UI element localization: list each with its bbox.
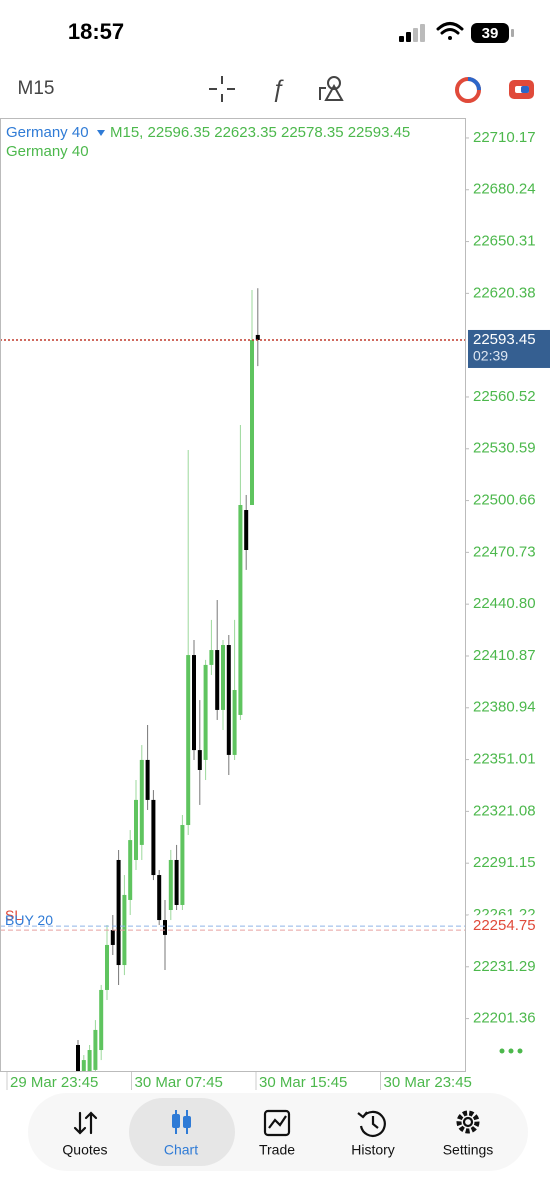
timeframe[interactable]: M15: [18, 78, 55, 99]
candle-body: [186, 655, 191, 826]
candle-body: [255, 334, 260, 340]
candle-body: [151, 799, 156, 876]
candle-body: [139, 759, 144, 845]
price-label: 22680.24: [473, 181, 536, 198]
tab-label[interactable]: Trade: [259, 1142, 295, 1158]
price-label: 22201.36: [473, 1010, 536, 1027]
price-label: 22231.29: [473, 958, 536, 975]
tab-bar: [28, 1093, 528, 1171]
candle-body: [128, 840, 133, 900]
candle-body: [197, 750, 202, 770]
candle-body: [93, 1029, 98, 1070]
candle-body: [116, 859, 121, 966]
candle-body: [76, 1045, 80, 1071]
order-price: 22254.75: [473, 917, 536, 934]
candle-body: [203, 664, 208, 760]
account-icon[interactable]: [455, 77, 481, 103]
candle-body: [238, 505, 243, 715]
candle-body: [226, 645, 231, 755]
tab-label[interactable]: Settings: [443, 1142, 494, 1158]
settings-icon[interactable]: [456, 1110, 480, 1134]
tab-labels: Quotes Chart Trade History Settings: [62, 1142, 493, 1158]
candle-body: [105, 944, 109, 990]
objects-icon[interactable]: [319, 76, 344, 101]
price-label: 22500.66: [473, 492, 536, 509]
time-label: 30 Mar 07:45: [135, 1074, 223, 1091]
quotes-icon[interactable]: [73, 1111, 98, 1135]
candle-body: [81, 1060, 86, 1071]
price-label: 22380.94: [473, 699, 536, 716]
candle-body: [209, 650, 214, 665]
price-label: 22560.52: [473, 388, 536, 405]
symbol-dropdown[interactable]: [97, 130, 105, 136]
sl-label: SL: [5, 907, 22, 923]
price-label: 22710.17: [473, 129, 536, 146]
candle-body: [145, 759, 150, 800]
indicator-label: Germany 40: [6, 143, 89, 160]
clock: 18:57: [68, 19, 124, 44]
trade-tab-icon[interactable]: [263, 1109, 291, 1137]
time-axis: 29 Mar 23:45 30 Mar 07:45 30 Mar 15:45 30 M…: [6, 1072, 472, 1091]
candle-body: [134, 799, 138, 860]
tab-label[interactable]: History: [351, 1142, 395, 1158]
order-price-box: [468, 915, 550, 938]
price-label: 22470.73: [473, 543, 536, 560]
symbol[interactable]: Germany 40: [6, 124, 89, 141]
price-label: 22351.01: [473, 751, 536, 768]
wifi-icon: [436, 22, 464, 40]
price-label: 22321.08: [473, 802, 536, 819]
countdown: 02:39: [473, 348, 508, 364]
candle-body: [232, 690, 237, 755]
current-price-box: [468, 329, 550, 368]
battery-level: 39: [482, 25, 499, 42]
time-label: 30 Mar 23:45: [384, 1074, 472, 1091]
time-label: 30 Mar 15:45: [259, 1074, 347, 1091]
order-label: BUY 20: [5, 912, 53, 928]
active-tab-bg: [129, 1098, 235, 1166]
price-label: 22650.31: [473, 233, 536, 250]
more-icon[interactable]: [499, 1048, 523, 1054]
plot-frame: [0, 118, 466, 1072]
price-axis: 22710.17 22680.24 22650.31 22620.38 22560.52…: [466, 129, 536, 1027]
candle-body: [250, 340, 254, 505]
candle-body: [110, 930, 115, 945]
candle-body: [87, 1050, 92, 1071]
candle-body: [180, 825, 185, 905]
candle-body: [163, 920, 167, 935]
candle-body: [174, 859, 179, 905]
candle-body: [168, 859, 173, 910]
signal-icon: [399, 24, 425, 42]
crosshair-icon[interactable]: [209, 76, 235, 102]
ohlc-info: M15, 22596.35 22623.35 22578.35 22593.45: [110, 124, 410, 141]
candle-body: [244, 510, 249, 550]
battery-tip: [511, 29, 514, 37]
tab-label[interactable]: Chart: [164, 1142, 198, 1158]
price-label: 22440.80: [473, 595, 536, 612]
time-label: 29 Mar 23:45: [10, 1074, 98, 1091]
candle-body: [192, 655, 196, 751]
battery-icon: [471, 23, 509, 43]
indicators-icon[interactable]: ƒ: [271, 75, 284, 102]
chart-icon[interactable]: [172, 1110, 191, 1134]
price-label: 22410.87: [473, 647, 536, 664]
price-label: 22291.15: [473, 854, 536, 871]
history-icon[interactable]: [357, 1110, 386, 1137]
candle-body: [221, 645, 225, 710]
price-label: 22620.38: [473, 284, 536, 301]
trade-icon[interactable]: [509, 80, 534, 99]
plot-area: [1, 288, 465, 1071]
tab-label[interactable]: Quotes: [62, 1142, 107, 1158]
price-label: 22530.59: [473, 440, 536, 457]
candle-body: [99, 989, 104, 1051]
candle-body: [215, 650, 220, 710]
current-price: 22593.45: [473, 331, 536, 348]
candle-body: [157, 875, 162, 921]
